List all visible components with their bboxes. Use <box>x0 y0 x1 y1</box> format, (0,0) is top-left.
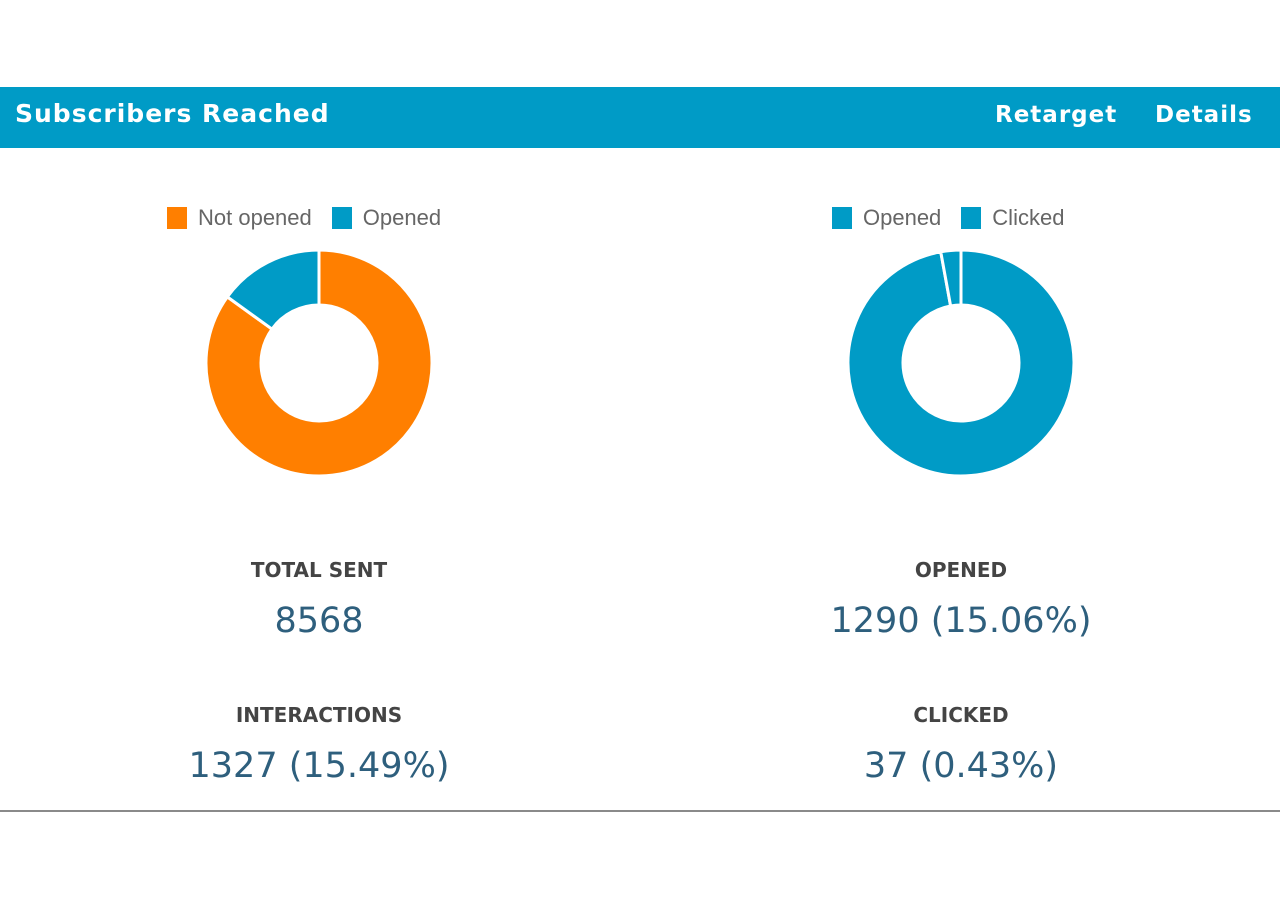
interactions-stat: INTERACTIONS 1327 (15.49%) <box>69 702 569 786</box>
legend-item-opened[interactable]: Opened <box>331 205 442 231</box>
panel-header: Subscribers Reached Retarget Details <box>0 87 1280 148</box>
donut-slice-not-opened[interactable] <box>205 249 433 477</box>
chart-legend-left: Not opened Opened <box>167 205 441 231</box>
interactions-value: 1327 (15.49%) <box>188 746 450 786</box>
retarget-link[interactable]: Retarget <box>995 102 1118 128</box>
opened-label: OPENED <box>914 558 1008 582</box>
interactions-label: INTERACTIONS <box>235 703 403 727</box>
not-opened-vs-opened-donut-chart <box>205 249 433 477</box>
clicked-stat: CLICKED 37 (0.43%) <box>711 702 1211 786</box>
legend-label: Clicked <box>992 205 1065 230</box>
legend-swatch <box>832 207 852 229</box>
legend-label: Not opened <box>198 205 312 230</box>
legend-label: Opened <box>863 205 942 230</box>
donut-slice-opened[interactable] <box>225 249 321 332</box>
opened-stat: OPENED 1290 (15.06%) <box>711 557 1211 641</box>
legend-item-not-opened[interactable]: Not opened <box>167 205 312 231</box>
opened-value: 1290 (15.06%) <box>830 601 1092 641</box>
total-sent-value: 8568 <box>274 601 364 641</box>
legend-swatch <box>167 207 187 229</box>
legend-item-opened[interactable]: Opened <box>832 205 941 231</box>
chart-legend-right: Opened Clicked <box>832 205 1064 231</box>
legend-swatch <box>331 207 352 229</box>
legend-label: Opened <box>362 205 442 230</box>
donut-slice-opened[interactable] <box>847 249 1075 477</box>
legend-item-clicked[interactable]: Clicked <box>961 205 1064 231</box>
subscribers-reached-panel: Subscribers Reached Retarget Details Not… <box>0 87 1280 812</box>
donut-slice-clicked[interactable] <box>939 249 963 308</box>
legend-swatch <box>961 207 982 229</box>
details-link[interactable]: Details <box>1155 102 1253 128</box>
total-sent-label: TOTAL SENT <box>250 558 388 582</box>
total-sent-stat: TOTAL SENT 8568 <box>69 557 569 641</box>
panel-title: Subscribers Reached <box>15 99 330 128</box>
opened-vs-clicked-donut-chart <box>847 249 1075 477</box>
clicked-label: CLICKED <box>913 703 1009 727</box>
clicked-value: 37 (0.43%) <box>863 746 1059 786</box>
